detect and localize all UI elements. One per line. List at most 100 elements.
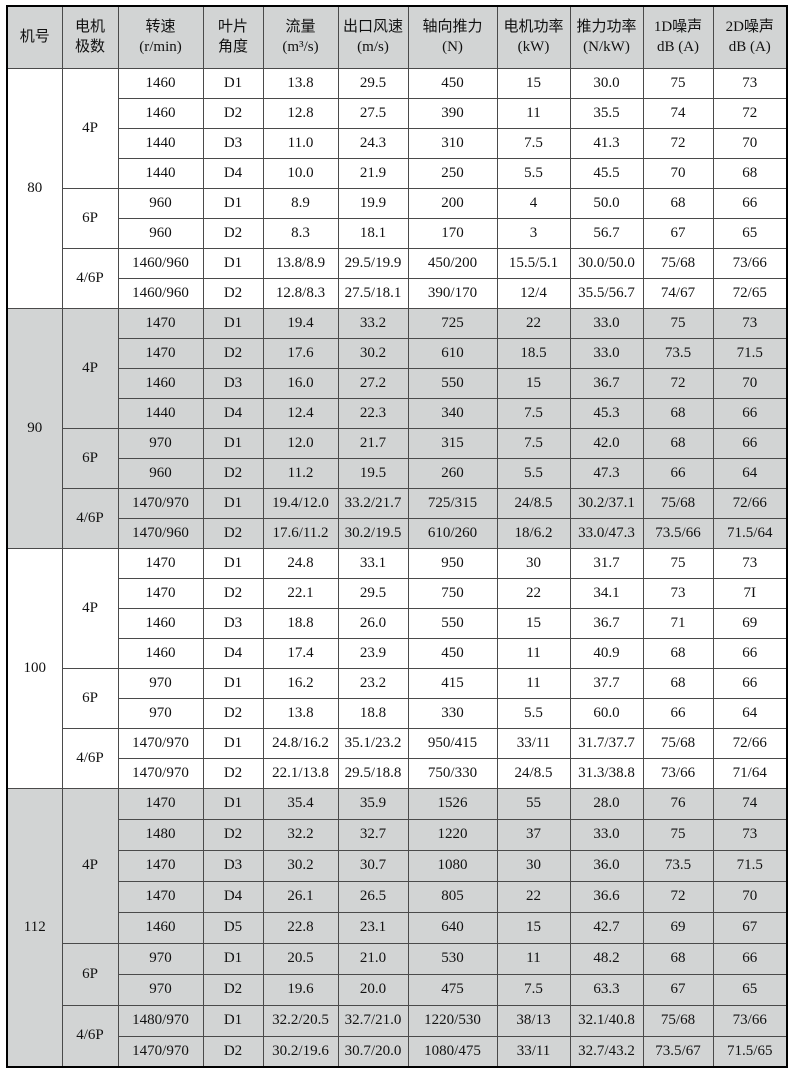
cell-poles: 4/6P [61, 487, 119, 549]
cell-motor-power: 11 [496, 97, 571, 129]
col-header-axial-thrust: 轴向推力 (N) [407, 5, 498, 69]
cell-noise-1d: 67 [642, 217, 714, 249]
cell-noise-1d: 73/66 [642, 757, 714, 789]
cell-axial-thrust: 330 [407, 697, 498, 729]
cell-blade-angle: D4 [202, 157, 264, 189]
cell-axial-thrust: 640 [407, 911, 498, 944]
cell-motor-power: 55 [496, 787, 571, 820]
cell-thrust-power: 60.0 [569, 697, 644, 729]
cell-motor-power: 22 [496, 307, 571, 339]
col-header-poles: 电机 极数 [61, 5, 119, 69]
cell-thrust-power: 28.0 [569, 787, 644, 820]
cell-blade-angle: D1 [202, 667, 264, 699]
cell-thrust-power: 31.7/37.7 [569, 727, 644, 759]
table-row: 4/6P 1480/970 D1 32.2/20.5 32.7/21.0 1220/530… [7, 1004, 788, 1068]
cell-flow: 18.8 [262, 607, 339, 639]
cell-speed: 970 [117, 697, 204, 729]
spec-table: 机号 电机 极数 转速 (r/min) 叶片 角度 流量 (m³/s) 出口风速 (m/s) 轴向推力… [6, 5, 788, 1068]
cell-noise-2d: 72/65 [712, 277, 788, 309]
cell-motor-power: 24/8.5 [496, 757, 571, 789]
cell-blade-angle: D2 [202, 217, 264, 249]
cell-noise-2d: 73 [712, 67, 788, 99]
cell-speed: 1440 [117, 397, 204, 429]
table-row: 6P 970 D1 20.5 21.0 530 11 48.2 68 66 [7, 942, 788, 1006]
cell-blade-angle: D1 [202, 942, 264, 975]
cell-thrust-power: 33.0 [569, 818, 644, 851]
cell-noise-1d: 68 [642, 427, 714, 459]
table-row: 1470/970 D2 22.1/13.8 29.5/18.8 750/330 24/8.… [7, 757, 788, 789]
cell-axial-thrust: 260 [407, 457, 498, 489]
table-row: 4/6P 1470/970 D1 19.4/12.0 33.2/21.7 725/315 2… [7, 487, 788, 549]
header-line2: 极数 [74, 39, 105, 56]
cell-motor-power: 3 [496, 217, 571, 249]
cell-motor-power: 15.5/5.1 [496, 247, 571, 279]
cell-speed: 1440 [117, 127, 204, 159]
table-row: 4/6P 1470/970 D1 24.8/16.2 35.1/23.2 950/415 3… [7, 727, 788, 789]
cell-axial-thrust: 450 [407, 637, 498, 669]
table-row: 1470 D2 17.6 30.2 610 18.5 33.0 73.5 71.5 [7, 337, 788, 369]
cell-noise-2d: 68 [712, 157, 788, 189]
cell-blade-angle: D3 [202, 607, 264, 639]
cell-poles: 4/6P [61, 727, 119, 789]
cell-outlet-velocity: 29.5 [337, 67, 409, 99]
cell-blade-angle: D4 [202, 880, 264, 913]
cell-speed: 960 [117, 457, 204, 489]
cell-flow: 19.4/12.0 [262, 487, 339, 519]
cell-speed: 1470 [117, 307, 204, 339]
cell-axial-thrust: 390/170 [407, 277, 498, 309]
cell-noise-1d: 73.5 [642, 337, 714, 369]
cell-axial-thrust: 200 [407, 187, 498, 219]
header-line2: dB (A) [656, 39, 700, 56]
cell-thrust-power: 45.3 [569, 397, 644, 429]
table-row: 1470 D4 26.1 26.5 805 22 36.6 72 70 [7, 880, 788, 913]
cell-flow: 17.6 [262, 337, 339, 369]
cell-flow: 16.0 [262, 367, 339, 399]
cell-thrust-power: 36.0 [569, 849, 644, 882]
cell-thrust-power: 31.7 [569, 547, 644, 579]
cell-outlet-velocity: 22.3 [337, 397, 409, 429]
cell-thrust-power: 33.0 [569, 307, 644, 339]
cell-outlet-velocity: 30.2/19.5 [337, 517, 409, 549]
cell-flow: 32.2 [262, 818, 339, 851]
table-row: 970 D2 13.8 18.8 330 5.5 60.0 66 64 [7, 697, 788, 729]
cell-thrust-power: 48.2 [569, 942, 644, 975]
cell-noise-1d: 75 [642, 547, 714, 579]
cell-noise-2d: 71/64 [712, 757, 788, 789]
cell-outlet-velocity: 33.1 [337, 547, 409, 579]
cell-noise-1d: 73.5/66 [642, 517, 714, 549]
cell-flow: 13.8/8.9 [262, 247, 339, 279]
table-row: 1440 D4 10.0 21.9 250 5.5 45.5 70 68 [7, 157, 788, 189]
cell-motor-power: 33/11 [496, 727, 571, 759]
cell-thrust-power: 45.5 [569, 157, 644, 189]
cell-blade-angle: D1 [202, 787, 264, 820]
cell-speed: 960 [117, 217, 204, 249]
cell-blade-angle: D2 [202, 97, 264, 129]
cell-motor-power: 15 [496, 367, 571, 399]
cell-noise-2d: 72/66 [712, 727, 788, 759]
cell-flow: 12.8 [262, 97, 339, 129]
cell-axial-thrust: 310 [407, 127, 498, 159]
header-line2: (N/kW) [583, 39, 630, 56]
cell-speed: 1460 [117, 607, 204, 639]
table-row: 960 D2 8.3 18.1 170 3 56.7 67 65 [7, 217, 788, 249]
cell-speed: 1460/960 [117, 247, 204, 279]
cell-outlet-velocity: 21.0 [337, 942, 409, 975]
cell-noise-2d: 65 [712, 217, 788, 249]
cell-axial-thrust: 415 [407, 667, 498, 699]
cell-noise-1d: 72 [642, 880, 714, 913]
cell-blade-angle: D2 [202, 757, 264, 789]
cell-thrust-power: 32.1/40.8 [569, 1004, 644, 1037]
cell-speed: 1470 [117, 577, 204, 609]
cell-poles: 4P [61, 787, 119, 944]
cell-outlet-velocity: 30.2 [337, 337, 409, 369]
cell-poles: 4/6P [61, 1004, 119, 1068]
col-header-thrust-power: 推力功率 (N/kW) [569, 5, 644, 69]
cell-noise-1d: 76 [642, 787, 714, 820]
cell-noise-2d: 64 [712, 697, 788, 729]
cell-speed: 1470/970 [117, 487, 204, 519]
cell-outlet-velocity: 30.7/20.0 [337, 1035, 409, 1068]
cell-flow: 17.6/11.2 [262, 517, 339, 549]
cell-flow: 22.1 [262, 577, 339, 609]
cell-axial-thrust: 250 [407, 157, 498, 189]
cell-axial-thrust: 550 [407, 607, 498, 639]
